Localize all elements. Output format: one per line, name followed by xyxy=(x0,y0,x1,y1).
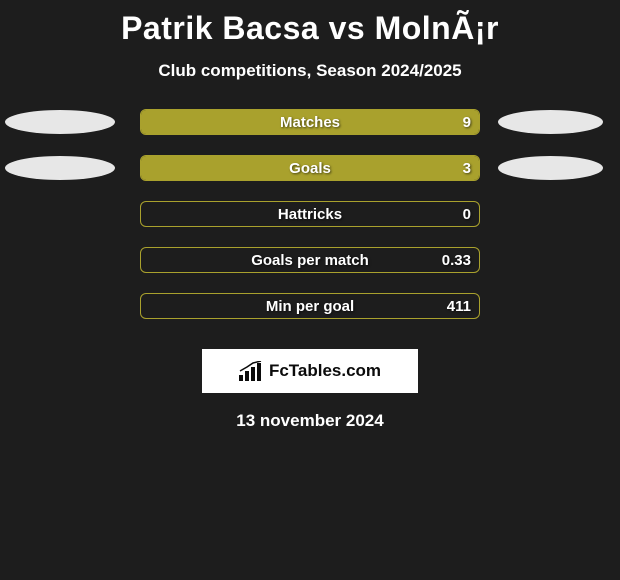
stat-bar: Goals per match0.33 xyxy=(140,247,480,273)
stat-rows-container: Matches9Goals3Hattricks0Goals per match0… xyxy=(0,109,620,339)
player-ellipse-right xyxy=(498,156,603,180)
stat-label: Goals per match xyxy=(141,252,479,269)
footer-brand-text: FcTables.com xyxy=(269,361,381,381)
player-ellipse-left xyxy=(5,156,115,180)
stat-value: 9 xyxy=(463,114,471,131)
player-ellipse-right xyxy=(498,110,603,134)
stat-bar: Min per goal411 xyxy=(140,293,480,319)
stat-label: Hattricks xyxy=(141,206,479,223)
footer-logo: FcTables.com xyxy=(202,349,418,393)
stat-value: 411 xyxy=(447,298,471,315)
page-subtitle: Club competitions, Season 2024/2025 xyxy=(0,61,620,81)
stat-row: Min per goal411 xyxy=(0,293,620,339)
stat-row: Goals per match0.33 xyxy=(0,247,620,293)
stat-value: 0 xyxy=(463,206,471,223)
stat-value: 3 xyxy=(463,160,471,177)
stat-label: Goals xyxy=(141,160,479,177)
stat-bar: Matches9 xyxy=(140,109,480,135)
stat-label: Matches xyxy=(141,114,479,131)
stat-bar: Goals3 xyxy=(140,155,480,181)
stat-row: Matches9 xyxy=(0,109,620,155)
stat-label: Min per goal xyxy=(141,298,479,315)
stat-row: Goals3 xyxy=(0,155,620,201)
stat-row: Hattricks0 xyxy=(0,201,620,247)
stat-bar: Hattricks0 xyxy=(140,201,480,227)
page-title: Patrik Bacsa vs MolnÃ¡r xyxy=(0,0,620,47)
player-ellipse-left xyxy=(5,110,115,134)
bar-chart-icon xyxy=(239,361,265,381)
footer-date: 13 november 2024 xyxy=(0,411,620,431)
stat-value: 0.33 xyxy=(442,252,471,269)
